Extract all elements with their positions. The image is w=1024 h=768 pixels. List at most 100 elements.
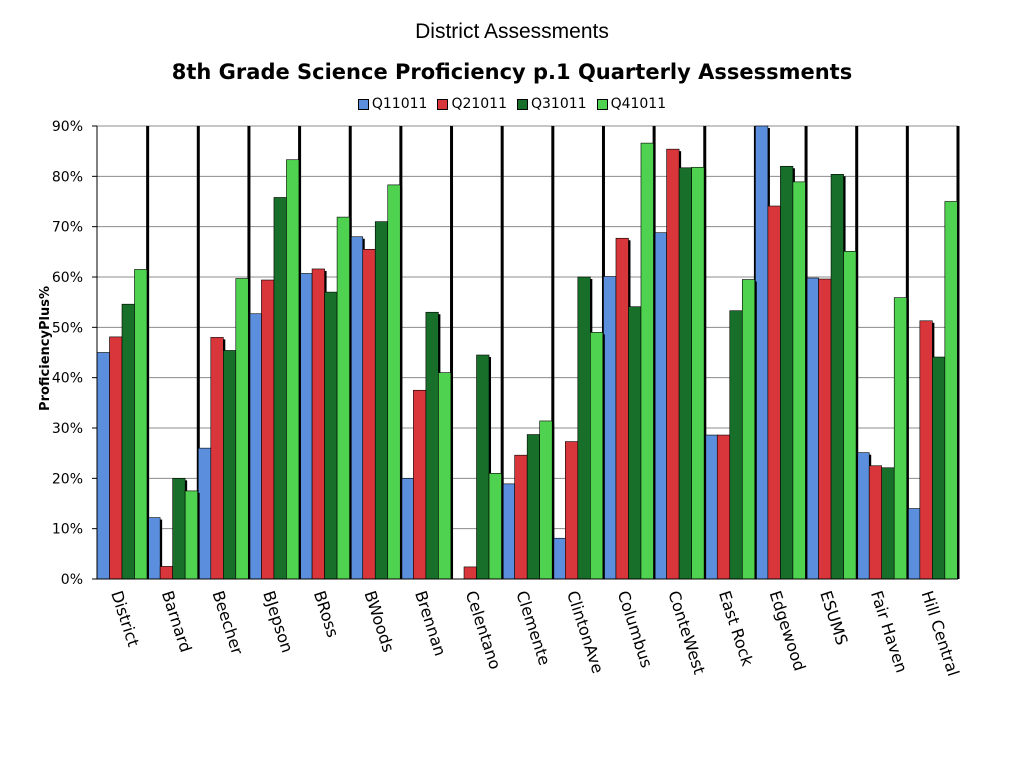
bar-q41011 bbox=[387, 184, 401, 580]
x-tick-label: ESUMS bbox=[816, 588, 851, 647]
bar-q31011 bbox=[577, 276, 591, 580]
bar-q31011 bbox=[121, 303, 135, 580]
bar-q21011 bbox=[565, 441, 579, 580]
bar-q11011 bbox=[96, 352, 110, 580]
bar-q31011 bbox=[222, 350, 237, 580]
bar-q11011 bbox=[907, 508, 921, 580]
legend-label: Q31011 bbox=[531, 96, 587, 112]
legend-label: Q21011 bbox=[451, 96, 507, 112]
bar-q11011 bbox=[299, 273, 313, 580]
legend-label: Q41011 bbox=[610, 96, 667, 112]
y-tick-label: 0% bbox=[61, 572, 83, 588]
x-tick-label: Edgewood bbox=[766, 588, 810, 673]
chart-title: 8th Grade Science Proficiency p.1 Quarte… bbox=[171, 60, 853, 84]
x-tick-label: Brennan bbox=[411, 588, 450, 658]
bar-q31011 bbox=[425, 311, 439, 580]
bar-q31011 bbox=[628, 306, 642, 580]
legend-swatch bbox=[517, 98, 528, 110]
page-title: District Assessments bbox=[415, 20, 609, 43]
x-tick-label: Celentano bbox=[462, 588, 505, 671]
y-tick-label: 80% bbox=[52, 169, 83, 185]
bar-q31011 bbox=[324, 291, 338, 580]
x-tick-label: BRoss bbox=[310, 588, 343, 639]
bar-q21011 bbox=[767, 205, 781, 580]
y-axis-label: ProficiencyPlus% bbox=[38, 286, 53, 411]
y-tick-label: 60% bbox=[52, 270, 83, 286]
bar-q31011 bbox=[729, 310, 743, 580]
bar-q41011 bbox=[539, 420, 553, 580]
bar-q31011 bbox=[678, 167, 692, 580]
bar-q31011 bbox=[374, 221, 389, 580]
legend-item: Q31011 bbox=[517, 96, 587, 112]
x-tick-label: East Rock bbox=[715, 588, 757, 669]
x-tick-label: District bbox=[107, 588, 143, 649]
bar-q21011 bbox=[463, 566, 477, 580]
bar-q41011 bbox=[691, 166, 705, 580]
legend-swatch bbox=[596, 98, 608, 110]
bar-q41011 bbox=[438, 372, 452, 580]
legend-item: Q21011 bbox=[437, 96, 507, 112]
bar-q21011 bbox=[413, 389, 427, 580]
y-tick-label: 50% bbox=[52, 320, 83, 336]
bar-q31011 bbox=[881, 467, 895, 580]
bar-q21011 bbox=[666, 148, 680, 580]
bar-q21011 bbox=[210, 337, 224, 580]
bar-q41011 bbox=[286, 159, 300, 580]
bar-q11011 bbox=[856, 452, 870, 580]
legend-swatch bbox=[357, 98, 369, 110]
y-tick-label: 20% bbox=[52, 471, 83, 487]
x-tick-label: Clemente bbox=[512, 588, 554, 667]
bar-q21011 bbox=[362, 249, 376, 580]
bar-q41011 bbox=[843, 251, 857, 580]
bar-q41011 bbox=[488, 472, 502, 580]
bar-q41011 bbox=[235, 278, 249, 580]
bar-q41011 bbox=[336, 216, 350, 580]
x-tick-label: Hill Central bbox=[918, 588, 963, 678]
bar-q21011 bbox=[109, 336, 123, 580]
bar-q31011 bbox=[476, 354, 490, 580]
bar-q21011 bbox=[868, 465, 883, 580]
bar-q41011 bbox=[184, 490, 198, 580]
bar-q11011 bbox=[400, 478, 414, 580]
bar-q11011 bbox=[653, 232, 667, 580]
bar-q41011 bbox=[792, 181, 806, 580]
bar-q11011 bbox=[755, 125, 769, 580]
bar-q41011 bbox=[741, 279, 756, 580]
bar-q31011 bbox=[830, 174, 844, 580]
bar-q11011 bbox=[248, 313, 262, 580]
x-tick-label: BJepson bbox=[259, 588, 297, 655]
y-tick-label: 90% bbox=[52, 119, 83, 135]
bar-q31011 bbox=[780, 165, 794, 580]
x-tick-label: Beecher bbox=[208, 588, 247, 657]
bar-q41011 bbox=[640, 142, 654, 580]
y-tick-label: 70% bbox=[52, 220, 83, 236]
bar-q21011 bbox=[159, 566, 173, 580]
bar-q21011 bbox=[919, 320, 933, 580]
x-tick-label: ConteWest bbox=[664, 588, 709, 676]
bar-q21011 bbox=[818, 278, 832, 580]
bar-q41011 bbox=[590, 332, 604, 580]
bar-q11011 bbox=[704, 434, 718, 580]
bar-q31011 bbox=[172, 478, 186, 580]
bar-q31011 bbox=[526, 434, 540, 580]
bar-q31011 bbox=[932, 356, 946, 580]
bar-q11011 bbox=[552, 537, 566, 580]
bar-q21011 bbox=[311, 268, 325, 580]
bar-q21011 bbox=[261, 279, 275, 580]
x-tick-label: Fair Haven bbox=[867, 588, 911, 675]
bar-q11011 bbox=[147, 517, 161, 580]
y-tick-label: 30% bbox=[52, 421, 83, 437]
legend-item: Q41011 bbox=[596, 96, 667, 112]
x-tick-label: Columbus bbox=[614, 588, 657, 670]
chart-legend: Q11011 Q21011 Q31011 Q41011 bbox=[0, 96, 1024, 114]
bar-q11011 bbox=[349, 236, 364, 580]
bar-q11011 bbox=[603, 276, 617, 580]
bar-q11011 bbox=[197, 447, 212, 580]
bar-q21011 bbox=[716, 434, 731, 580]
x-tick-label: Barnard bbox=[158, 588, 196, 654]
bar-q11011 bbox=[805, 277, 819, 580]
bar-q31011 bbox=[273, 197, 287, 580]
legend-swatch bbox=[437, 98, 449, 110]
y-tick-label: 40% bbox=[52, 371, 83, 387]
bar-q21011 bbox=[615, 237, 629, 580]
